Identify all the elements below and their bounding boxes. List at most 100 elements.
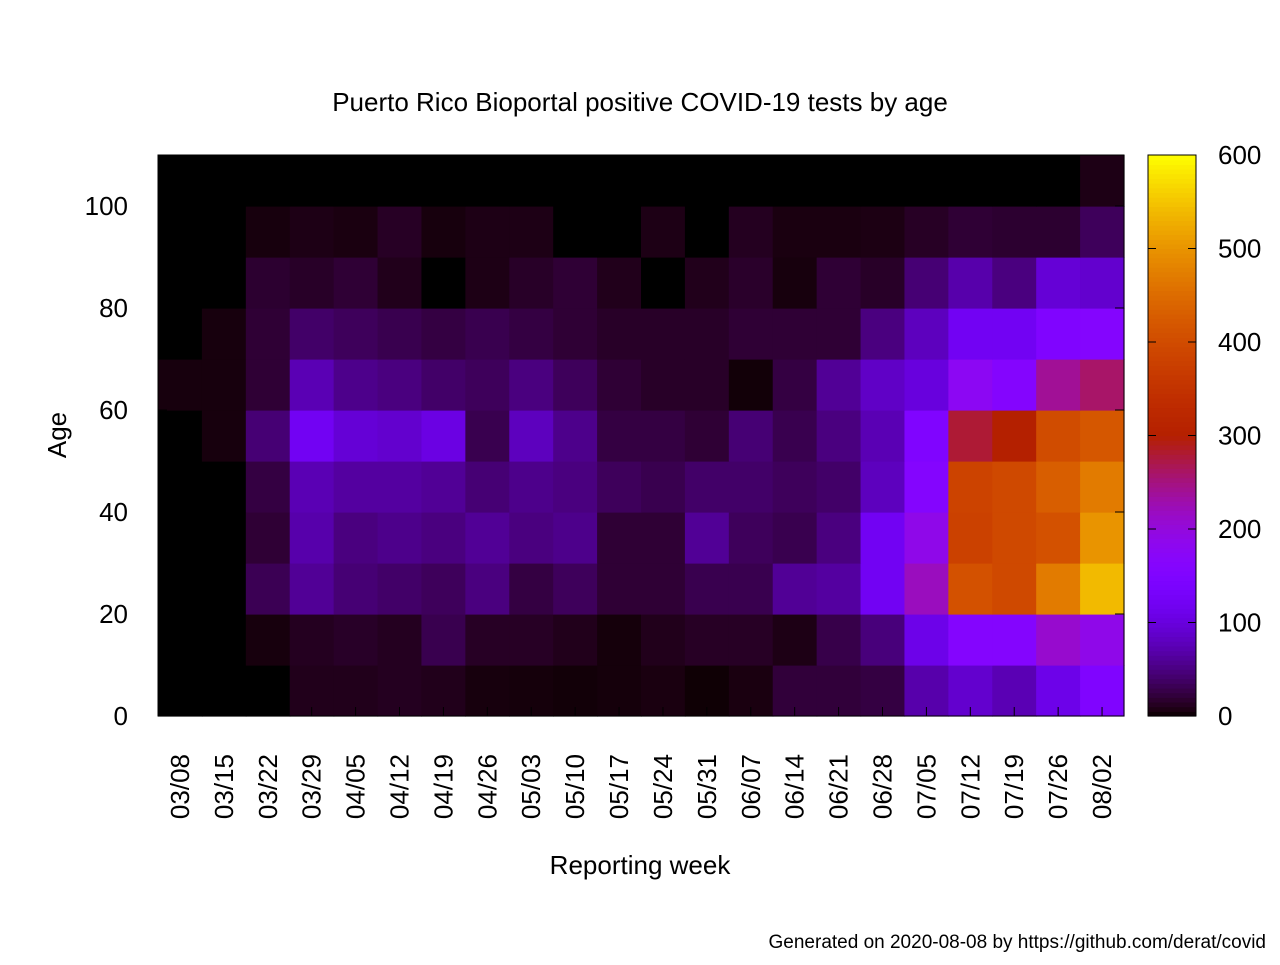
heatmap-cell <box>1080 461 1125 513</box>
x-tick-label: 03/22 <box>253 754 283 819</box>
heatmap-cell <box>289 359 335 411</box>
heatmap-cell <box>728 308 774 360</box>
x-tick-label: 04/26 <box>472 754 502 819</box>
heatmap-cell <box>289 512 335 564</box>
heatmap-cell <box>948 359 993 411</box>
colorbar-band <box>1148 435 1196 441</box>
heatmap-cell <box>772 461 818 513</box>
colorbar-band <box>1148 285 1196 292</box>
colorbar-band <box>1148 510 1196 516</box>
colorbar-band <box>1148 655 1196 661</box>
heatmap-cell <box>377 563 423 615</box>
colorbar-band <box>1148 543 1196 549</box>
colorbar-band <box>1148 407 1196 413</box>
heatmap-cell <box>333 461 379 513</box>
heatmap-cell <box>904 257 949 309</box>
heatmap-cell <box>948 614 993 666</box>
colorbar-tick-label: 100 <box>1218 608 1261 638</box>
heatmap-cell <box>465 461 510 513</box>
heatmap-cell <box>860 410 906 462</box>
x-axis-label: Reporting week <box>550 850 732 880</box>
colorbar-band <box>1148 388 1196 395</box>
x-tick-label: 07/26 <box>1043 754 1073 819</box>
heatmap-cell <box>421 359 466 411</box>
heatmap-cell <box>377 461 423 513</box>
x-tick-label: 04/05 <box>341 754 371 819</box>
x-tick-label: 05/17 <box>604 754 634 819</box>
heatmap-cell <box>158 512 203 564</box>
heatmap-cell <box>333 206 379 258</box>
heatmap-cell <box>553 257 598 309</box>
heatmap-cell <box>860 359 906 411</box>
heatmap-cell <box>992 410 1037 462</box>
heatmap-cell <box>684 155 730 207</box>
colorbar-band <box>1148 557 1196 563</box>
heatmap-cell <box>509 257 554 309</box>
colorbar-band <box>1148 384 1196 390</box>
heatmap-cell <box>509 410 554 462</box>
heatmap-cell <box>1036 155 1081 207</box>
heatmap-cell <box>509 206 554 258</box>
colorbar-band <box>1148 159 1196 165</box>
colorbar-band <box>1148 472 1196 479</box>
colorbar-band <box>1148 669 1196 675</box>
heatmap-cell <box>772 512 818 564</box>
heatmap-cell <box>509 461 554 513</box>
colorbar-band <box>1148 627 1196 633</box>
heatmap-cell <box>245 614 291 666</box>
colorbar-band <box>1148 393 1196 399</box>
heatmap-cell <box>1080 308 1125 360</box>
colorbar-band <box>1148 571 1196 577</box>
heatmap-cell <box>772 308 818 360</box>
heatmap-cell <box>641 359 686 411</box>
heatmap-cell <box>860 614 906 666</box>
heatmap-cell <box>904 410 949 462</box>
colorbar-band <box>1148 659 1196 666</box>
heatmap-cell <box>684 206 730 258</box>
heatmap-cell <box>158 206 203 258</box>
heatmap-cell <box>728 614 774 666</box>
heatmap-cell <box>904 308 949 360</box>
colorbar-tick-label: 200 <box>1218 514 1261 544</box>
colorbar-band <box>1148 444 1196 451</box>
heatmap-cell <box>377 155 423 207</box>
heatmap-cell <box>509 308 554 360</box>
heatmap-cell <box>1036 359 1081 411</box>
heatmap-cell <box>860 563 906 615</box>
heatmap-cell <box>465 257 510 309</box>
heatmap-cell <box>992 257 1037 309</box>
x-tick-label: 04/12 <box>385 754 415 819</box>
colorbar-band <box>1148 183 1196 189</box>
colorbar-band <box>1148 711 1196 717</box>
heatmap-cell <box>201 614 247 666</box>
heatmap-cell <box>377 512 423 564</box>
heatmap-cell <box>772 410 818 462</box>
heatmap-cell <box>553 155 598 207</box>
y-tick-label: 100 <box>85 191 128 221</box>
heatmap-cell <box>201 206 247 258</box>
colorbar-band <box>1148 463 1196 469</box>
heatmap-cell <box>289 206 335 258</box>
heatmap-cell <box>948 461 993 513</box>
heatmap-cell <box>597 308 642 360</box>
heatmap-cell <box>992 359 1037 411</box>
colorbar-band <box>1148 449 1196 455</box>
x-tick-label: 05/10 <box>560 754 590 819</box>
heatmap-cell <box>992 563 1037 615</box>
colorbar-band <box>1148 239 1196 245</box>
heatmap-cell <box>421 512 466 564</box>
heatmap-cell <box>553 206 598 258</box>
heatmap-cell <box>1036 410 1081 462</box>
heatmap-cell <box>465 614 510 666</box>
colorbar-band <box>1148 575 1196 582</box>
colorbar-band <box>1148 697 1196 703</box>
colorbar-band <box>1148 440 1196 446</box>
heatmap-cell <box>1080 257 1125 309</box>
heatmap-cell <box>860 308 906 360</box>
x-tick-label: 07/19 <box>999 754 1029 819</box>
heatmap-cell <box>245 155 291 207</box>
heatmap-cell <box>684 410 730 462</box>
colorbar-band <box>1148 430 1196 437</box>
